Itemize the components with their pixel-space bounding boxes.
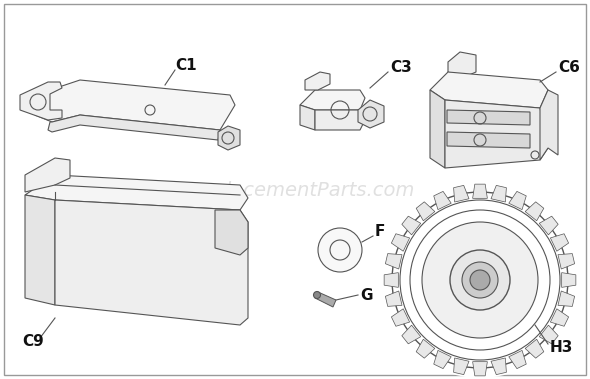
- Circle shape: [382, 182, 578, 378]
- Polygon shape: [539, 216, 558, 235]
- Polygon shape: [315, 292, 336, 307]
- Polygon shape: [558, 254, 575, 269]
- Circle shape: [313, 291, 320, 299]
- Polygon shape: [35, 80, 235, 130]
- Polygon shape: [525, 202, 544, 221]
- Polygon shape: [20, 82, 62, 120]
- Polygon shape: [385, 291, 402, 306]
- Polygon shape: [491, 358, 506, 374]
- Circle shape: [422, 222, 538, 338]
- Polygon shape: [448, 52, 476, 78]
- Polygon shape: [358, 100, 384, 128]
- Polygon shape: [391, 234, 409, 251]
- Polygon shape: [402, 216, 421, 235]
- Text: C9: C9: [22, 335, 44, 349]
- Polygon shape: [550, 234, 569, 251]
- Polygon shape: [25, 175, 248, 210]
- Text: C1: C1: [175, 58, 196, 72]
- Polygon shape: [402, 325, 421, 344]
- Polygon shape: [454, 185, 469, 202]
- Text: H3: H3: [550, 340, 573, 356]
- Polygon shape: [218, 126, 240, 150]
- Text: C3: C3: [390, 61, 412, 75]
- Circle shape: [450, 250, 510, 310]
- Polygon shape: [25, 195, 55, 305]
- Polygon shape: [315, 110, 365, 130]
- Polygon shape: [305, 72, 330, 90]
- Polygon shape: [509, 350, 526, 369]
- Polygon shape: [473, 184, 487, 198]
- Polygon shape: [430, 90, 445, 168]
- Polygon shape: [55, 200, 248, 325]
- Polygon shape: [539, 325, 558, 344]
- Polygon shape: [454, 358, 469, 374]
- Polygon shape: [384, 273, 398, 287]
- Polygon shape: [215, 210, 248, 255]
- Polygon shape: [300, 105, 315, 130]
- Polygon shape: [300, 90, 365, 110]
- Polygon shape: [509, 191, 526, 210]
- Polygon shape: [434, 350, 451, 369]
- Polygon shape: [540, 90, 558, 160]
- Polygon shape: [562, 273, 576, 287]
- Polygon shape: [430, 72, 548, 108]
- Text: F: F: [375, 224, 385, 240]
- Polygon shape: [491, 185, 506, 202]
- Polygon shape: [416, 339, 435, 358]
- Polygon shape: [25, 158, 70, 192]
- Polygon shape: [473, 362, 487, 376]
- Text: G: G: [360, 288, 372, 302]
- Polygon shape: [385, 254, 402, 269]
- Polygon shape: [445, 100, 548, 168]
- Polygon shape: [391, 309, 409, 326]
- Polygon shape: [48, 115, 220, 140]
- Polygon shape: [447, 132, 530, 148]
- Polygon shape: [525, 339, 544, 358]
- Polygon shape: [434, 191, 451, 210]
- Text: eReplacementParts.com: eReplacementParts.com: [176, 180, 414, 199]
- Circle shape: [462, 262, 498, 298]
- Polygon shape: [416, 202, 435, 221]
- Polygon shape: [447, 110, 530, 125]
- Circle shape: [470, 270, 490, 290]
- Circle shape: [318, 228, 362, 272]
- Polygon shape: [550, 309, 569, 326]
- Text: C6: C6: [558, 61, 580, 75]
- Polygon shape: [558, 291, 575, 306]
